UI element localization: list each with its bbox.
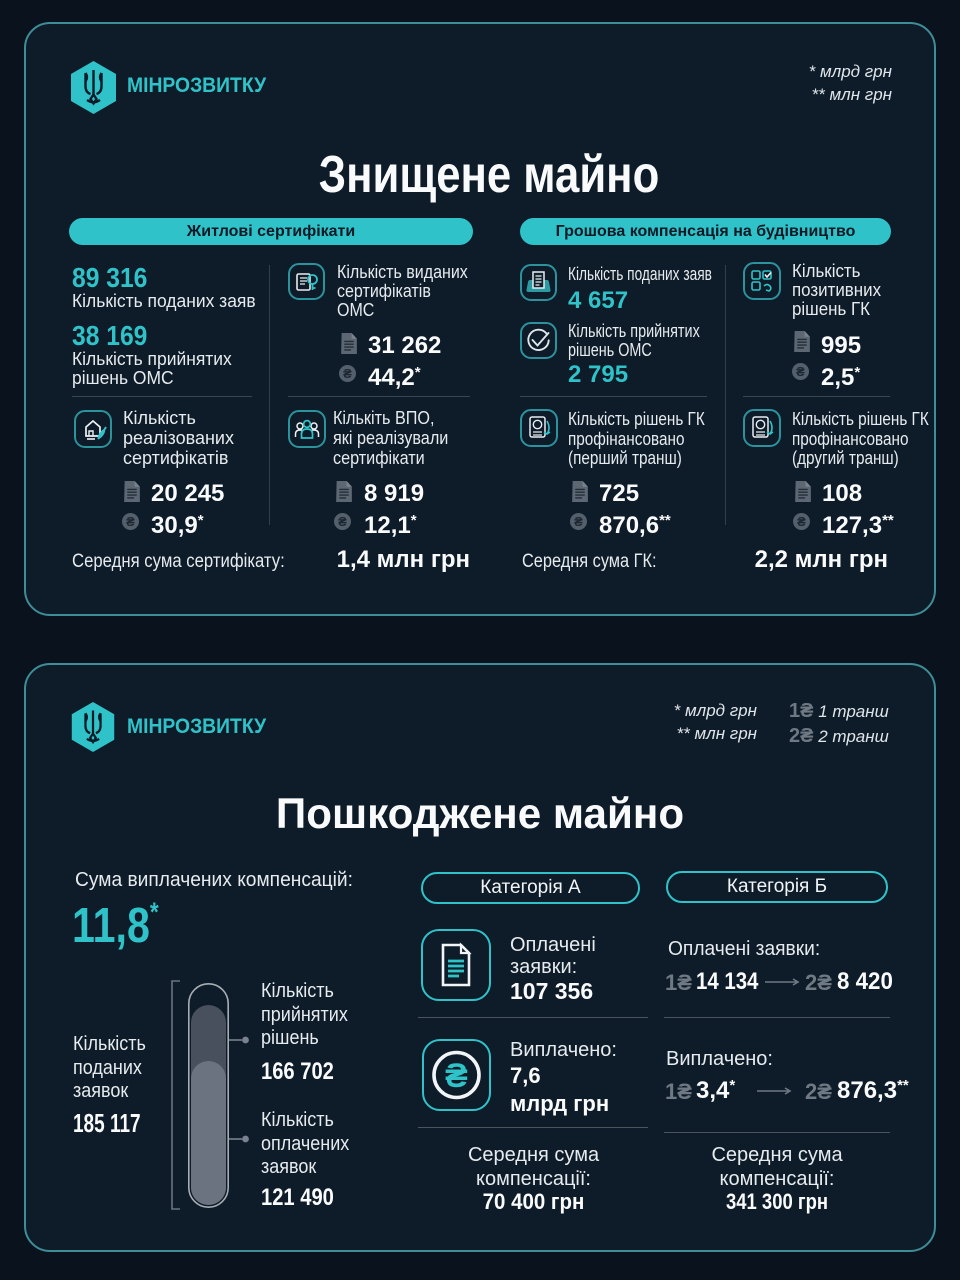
- svg-text:₴: ₴: [445, 1057, 468, 1095]
